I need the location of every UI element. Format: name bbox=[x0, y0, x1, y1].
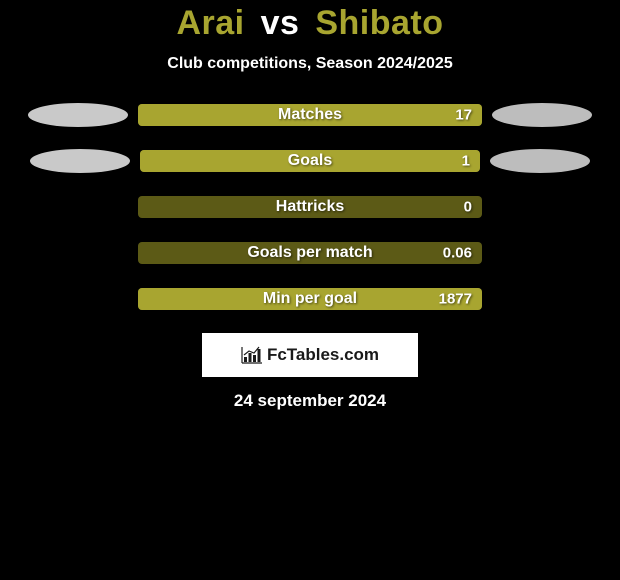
page-title: Arai vs Shibato bbox=[0, 4, 620, 43]
stat-label: Hattricks bbox=[276, 198, 344, 216]
stat-bar: Min per goal 1877 bbox=[138, 288, 482, 310]
stat-row: Goals per match 0.06 bbox=[0, 241, 620, 265]
stat-value: 0 bbox=[464, 199, 472, 216]
stat-label: Matches bbox=[278, 106, 342, 124]
stat-value: 17 bbox=[455, 107, 472, 124]
stats-bars: Matches 17 Goals 1 Hattricks 0 Goals per match… bbox=[0, 103, 620, 311]
comparison-infographic: Arai vs Shibato Club competitions, Seaso… bbox=[0, 0, 620, 411]
stat-value: 1877 bbox=[439, 291, 472, 308]
brand-box: FcTables.com bbox=[202, 333, 418, 377]
brand-inner: FcTables.com bbox=[241, 345, 379, 365]
stat-row: Goals 1 bbox=[0, 149, 620, 173]
player2-name: Shibato bbox=[315, 4, 443, 42]
stat-bar: Goals per match 0.06 bbox=[138, 242, 482, 264]
stat-bar: Matches 17 bbox=[138, 104, 482, 126]
stat-label: Goals per match bbox=[247, 244, 372, 262]
brand-text: FcTables.com bbox=[267, 345, 379, 365]
stat-label: Goals bbox=[288, 152, 332, 170]
stat-value: 0.06 bbox=[443, 245, 472, 262]
right-ellipse bbox=[492, 103, 592, 127]
vs-text: vs bbox=[255, 4, 306, 42]
subtitle: Club competitions, Season 2024/2025 bbox=[0, 55, 620, 73]
stat-row: Hattricks 0 bbox=[0, 195, 620, 219]
stat-bar: Goals 1 bbox=[140, 150, 480, 172]
stat-value: 1 bbox=[462, 153, 470, 170]
right-ellipse bbox=[490, 149, 590, 173]
stat-bar: Hattricks 0 bbox=[138, 196, 482, 218]
stat-row: Matches 17 bbox=[0, 103, 620, 127]
stat-row: Min per goal 1877 bbox=[0, 287, 620, 311]
stat-label: Min per goal bbox=[263, 290, 357, 308]
left-ellipse bbox=[30, 149, 130, 173]
player1-name: Arai bbox=[176, 4, 244, 42]
date-line: 24 september 2024 bbox=[0, 391, 620, 411]
left-ellipse bbox=[28, 103, 128, 127]
bar-chart-icon bbox=[241, 346, 263, 364]
